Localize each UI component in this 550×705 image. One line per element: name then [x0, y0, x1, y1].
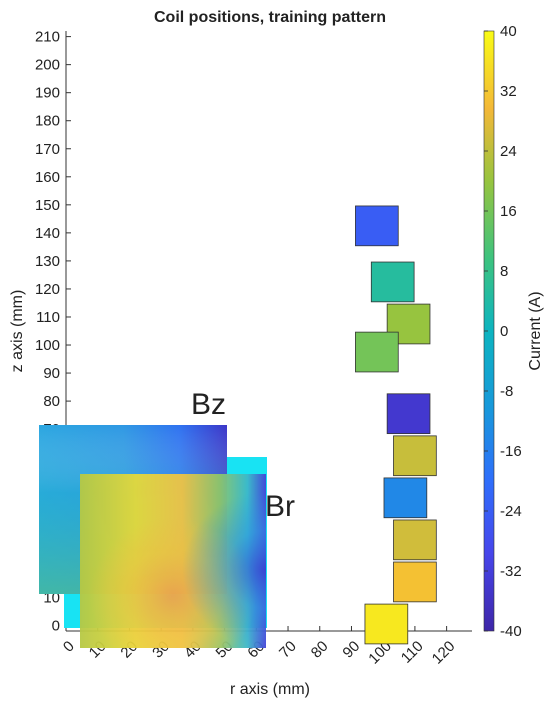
y-tick-label: 0	[52, 617, 60, 634]
y-tick-label: 170	[35, 141, 60, 158]
coil-marker	[370, 261, 415, 303]
x-tick-label: 80	[308, 638, 332, 662]
coil-marker	[393, 561, 437, 603]
colorbar-tick-label: -16	[500, 443, 522, 460]
coil-marker	[386, 393, 431, 435]
coil-marker	[355, 331, 399, 373]
colorbar-tick-label: -24	[500, 503, 522, 520]
y-tick-label: 210	[35, 29, 60, 46]
colorbar-tick-label: -8	[500, 383, 513, 400]
colorbar-label: Current (A)	[527, 291, 544, 370]
coil-marker	[355, 205, 399, 247]
x-tick-label: 0	[60, 638, 78, 656]
colorbar-tick-label: 8	[500, 263, 508, 280]
y-tick-label: 80	[43, 393, 60, 410]
colorbar-tick-label: 24	[500, 143, 517, 160]
y-tick-label: 200	[35, 57, 60, 74]
x-tick-label: 90	[339, 638, 363, 662]
y-tick-label: 90	[43, 365, 60, 382]
y-tick-label: 100	[35, 337, 60, 354]
bz-map-label: Bz	[191, 388, 226, 421]
y-axis-label: z axis (mm)	[9, 290, 26, 373]
coil-marker	[393, 435, 437, 477]
colorbar-tick-label: -32	[500, 563, 522, 580]
x-tick-label: 70	[276, 638, 300, 662]
y-tick-label: 140	[35, 225, 60, 242]
x-tick-label: 120	[429, 638, 459, 668]
field-map-insets: Bz Br	[39, 388, 295, 648]
coil-marker	[393, 519, 437, 561]
coil-marker	[383, 477, 428, 519]
br-field-map	[80, 474, 266, 648]
y-tick-label: 150	[35, 197, 60, 214]
y-tick-label: 120	[35, 281, 60, 298]
colorbar-tick-label: -40	[500, 623, 522, 640]
coil-marker	[364, 603, 409, 645]
colorbar-tick-group: 40 32 24 16 8 0 -8 -16 -24 -32 -40	[484, 23, 522, 640]
y-tick-label: 130	[35, 253, 60, 270]
colorbar: 40 32 24 16 8 0 -8 -16 -24 -32 -40 Current (A)	[483, 23, 544, 640]
colorbar-tick-label: 16	[500, 203, 517, 220]
y-tick-label: 190	[35, 85, 60, 102]
x-axis-label: r axis (mm)	[230, 681, 310, 698]
y-tick-label: 160	[35, 169, 60, 186]
y-tick-label: 110	[36, 309, 60, 326]
y-tick-label: 180	[35, 113, 60, 130]
colorbar-tick-label: 40	[500, 23, 517, 40]
chart-title: Coil positions, training pattern	[154, 9, 386, 26]
br-map-label: Br	[265, 490, 295, 523]
coil-markers	[355, 205, 437, 645]
colorbar-tick-label: 0	[500, 323, 508, 340]
colorbar-tick-label: 32	[500, 83, 517, 100]
